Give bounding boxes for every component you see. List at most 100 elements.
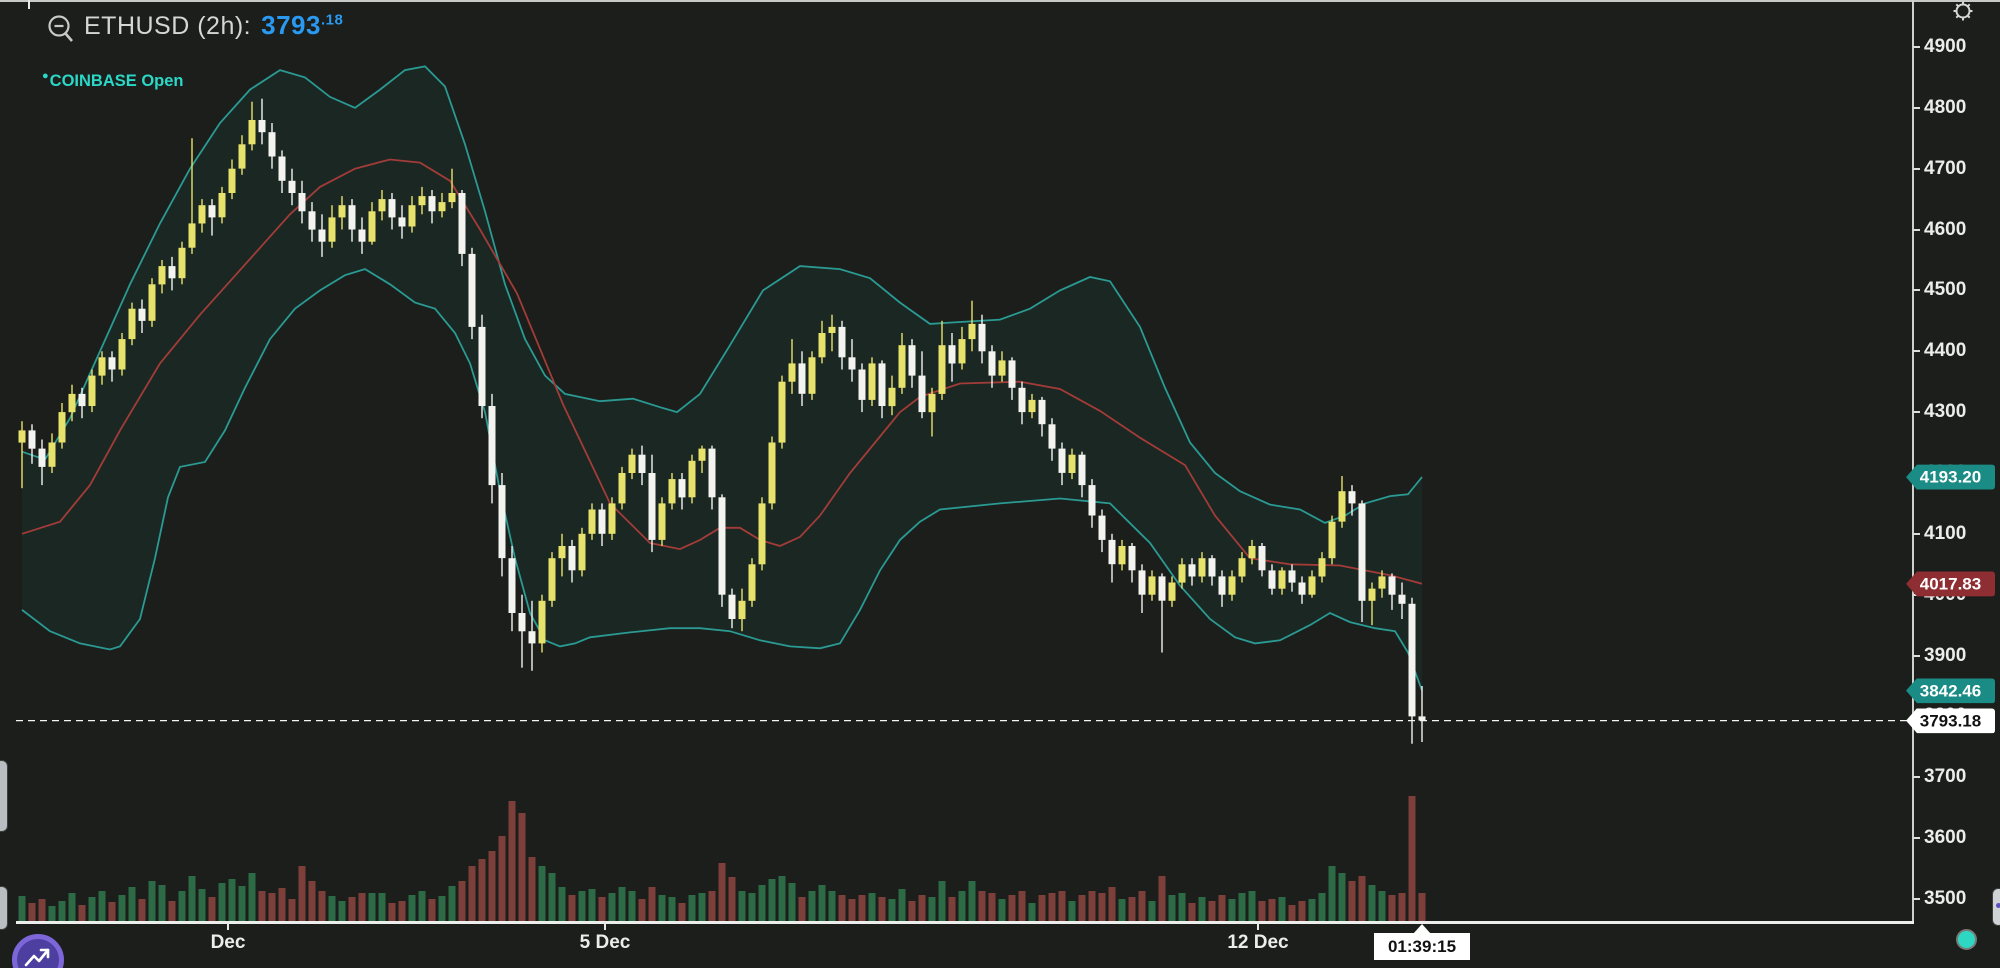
volume-bar	[648, 887, 656, 921]
candle-body	[878, 363, 886, 406]
candle-body	[238, 144, 246, 169]
candle-body	[308, 211, 316, 230]
price-tick	[1913, 776, 1920, 779]
volume-bar	[578, 891, 586, 921]
price-tick	[1913, 837, 1920, 840]
price-tick	[1913, 411, 1920, 414]
volume-bar	[1028, 903, 1036, 921]
price-tick-label: 3500	[1924, 888, 1967, 909]
candle-body	[648, 473, 656, 540]
symbol-title-row[interactable]: ETHUSD (2h): 3793.18	[84, 10, 343, 41]
volume-bar	[1078, 895, 1086, 921]
time-tick-label: Dec	[210, 932, 246, 953]
gear-icon[interactable]	[1948, 0, 1980, 26]
candle-body	[758, 503, 766, 565]
quick-chart-button[interactable]	[12, 934, 64, 968]
volume-bar	[258, 891, 266, 921]
bb-middle-tag: 4017.83	[1906, 571, 1995, 597]
candle-body	[978, 323, 986, 352]
candle-body	[658, 503, 666, 540]
volume-bar	[1408, 796, 1416, 921]
volume-bar	[1298, 901, 1306, 921]
volume-bar	[1238, 893, 1246, 921]
candle-body	[368, 211, 376, 242]
volume-bar	[978, 891, 986, 921]
candle-body	[528, 631, 536, 644]
volume-bar	[568, 895, 576, 921]
volume-bar	[38, 899, 46, 921]
volume-bar	[458, 881, 466, 921]
volume-bar	[108, 902, 116, 921]
candle-body	[668, 479, 676, 504]
bb-lower-tag: 3842.46	[1906, 678, 1995, 704]
volume-bar	[168, 901, 176, 921]
right-scroll-handle[interactable]	[1992, 888, 2000, 926]
candle-body	[748, 564, 756, 601]
candle-body	[1128, 546, 1136, 571]
candle-body	[968, 323, 976, 340]
candle-body	[338, 205, 346, 218]
volume-bar	[228, 879, 236, 921]
volume-bar	[858, 895, 866, 921]
candle-body	[278, 156, 286, 181]
candle-body	[1028, 399, 1036, 413]
candle-body	[1198, 558, 1206, 577]
volume-bar	[378, 893, 386, 921]
volume-bar	[928, 897, 936, 921]
candle-body	[728, 594, 736, 619]
volume-bar	[398, 901, 406, 921]
candle-body	[1318, 558, 1326, 577]
candle-body	[918, 375, 926, 413]
volume-bar	[1178, 893, 1186, 921]
connection-status-dot	[1956, 929, 1977, 950]
volume-bar	[1398, 893, 1406, 921]
candle-body	[768, 442, 776, 504]
volume-bar	[78, 905, 86, 921]
volume-bar	[1038, 895, 1046, 921]
volume-bar	[478, 859, 486, 921]
candle-body	[1308, 576, 1316, 595]
candle-body	[1338, 491, 1346, 522]
candle-body	[818, 333, 826, 358]
candle-body	[108, 357, 116, 370]
candle-body	[948, 345, 956, 364]
volume-bar	[768, 879, 776, 921]
top-left-tick	[28, 0, 30, 9]
candle-body	[1008, 360, 1016, 388]
candle-body	[1098, 515, 1106, 540]
volume-bar	[1058, 891, 1066, 921]
volume-bar	[488, 851, 496, 921]
price-tick	[1913, 106, 1920, 109]
candle-body	[128, 308, 136, 340]
volume-bar	[628, 891, 636, 921]
volume-bar	[1378, 891, 1386, 921]
price-tick	[1913, 289, 1920, 292]
volume-bar	[138, 899, 146, 921]
candle-body	[1238, 558, 1246, 577]
volume-bar	[758, 885, 766, 921]
volume-bar	[438, 896, 446, 921]
candle-body	[1258, 546, 1266, 571]
volume-bar	[518, 813, 526, 921]
price-tick-label: 4100	[1924, 522, 1967, 544]
candle-body	[268, 132, 276, 157]
candle-body	[1178, 564, 1186, 583]
volume-bar	[1208, 901, 1216, 921]
left-scroll-handle-2[interactable]	[0, 886, 8, 930]
candle-body	[488, 406, 496, 486]
left-scroll-handle-1[interactable]	[0, 760, 8, 832]
volume-bar	[898, 889, 906, 921]
volume-bar	[388, 903, 396, 921]
zoom-out-icon[interactable]	[46, 14, 76, 46]
candle-body	[498, 485, 506, 559]
volume-bar	[888, 899, 896, 921]
candle-body	[1138, 570, 1146, 595]
exchange-status-label: ●COINBASE Open	[42, 70, 184, 90]
volume-bar	[1348, 881, 1356, 921]
candle-body	[348, 205, 356, 230]
volume-bar	[678, 903, 686, 921]
candle-body	[808, 357, 816, 394]
volume-bar	[1118, 899, 1126, 921]
